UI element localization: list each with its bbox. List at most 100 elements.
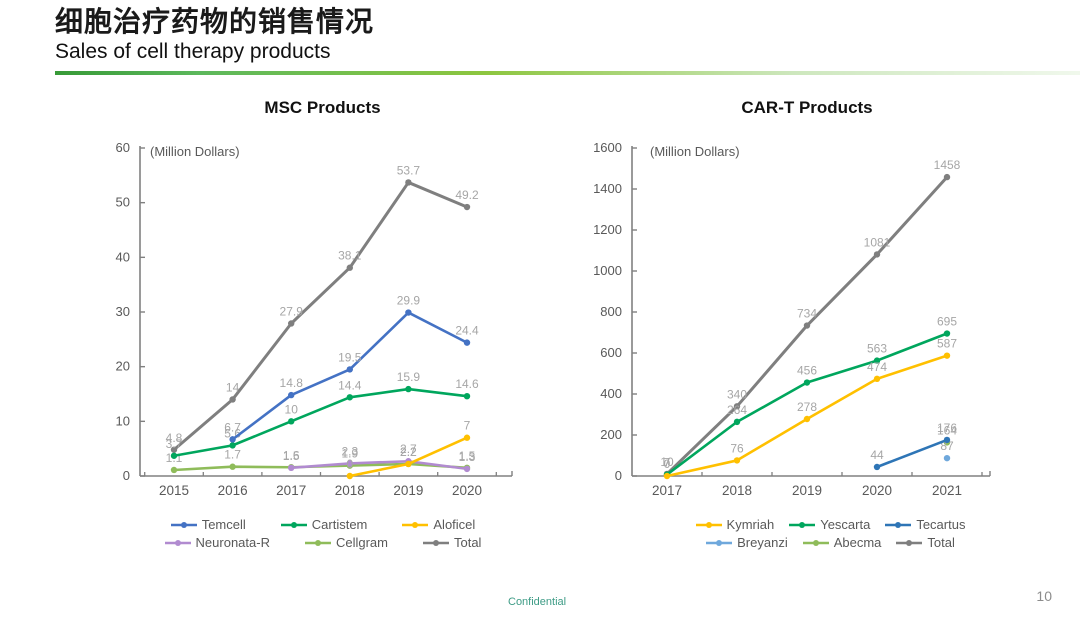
svg-text:1.6: 1.6 [283,448,300,462]
svg-text:14.8: 14.8 [280,376,304,390]
msc-chart-block: MSC Products 0 10 20 30 40 50 60 2015 2016 2017 20… [50,98,595,550]
msc-line-chart: 0 10 20 30 40 50 60 2015 2016 2017 2018 2019 2020 (Mi… [116,140,513,498]
svg-text:400: 400 [600,386,622,401]
cart-chart-legend: Kymriah Yescarta Tecartus Breyanzi Abecma Tot… [562,514,1052,550]
svg-text:587: 587 [937,337,957,351]
svg-text:1.9: 1.9 [341,447,358,461]
legend-item-yescarta: Yescarta [788,517,870,532]
legend-label: Total [927,535,955,550]
legend-label: Breyanzi [737,535,788,550]
svg-text:1.5: 1.5 [459,449,476,463]
svg-text:474: 474 [867,360,887,374]
svg-text:30: 30 [116,304,130,319]
legend-marker-icon [280,521,307,528]
svg-text:53.7: 53.7 [397,163,421,177]
svg-text:340: 340 [727,387,747,401]
svg-text:7: 7 [664,456,671,470]
svg-text:10: 10 [285,402,299,416]
slide-header: 细胞治疗药物的销售情况 Sales of cell therapy produc… [55,6,1080,76]
svg-text:200: 200 [600,427,622,442]
svg-text:2020: 2020 [452,483,482,498]
svg-text:1600: 1600 [593,140,622,155]
slide-title-chinese: 细胞治疗药物的销售情况 [55,6,375,37]
legend-marker-icon [402,521,429,528]
legend-label: Yescarta [820,517,871,532]
legend-label: Aloficel [433,517,476,532]
svg-text:1081: 1081 [864,235,891,249]
legend-label: Temcell [201,517,246,532]
svg-text:1458: 1458 [934,158,961,172]
svg-text:40: 40 [116,249,130,264]
svg-text:10: 10 [116,413,130,428]
svg-text:14.4: 14.4 [338,378,362,392]
legend-item-temcell: Temcell [170,517,246,532]
svg-text:60: 60 [116,140,130,155]
legend-item-breyanzi: Breyanzi [705,535,788,550]
cart-chart-title: CAR-T Products [741,98,873,117]
svg-text:4.8: 4.8 [166,431,183,445]
svg-text:2.3: 2.3 [341,444,358,458]
svg-text:264: 264 [727,403,747,417]
svg-text:20: 20 [116,359,130,374]
legend-row: Kymriah Yescarta Tecartus [695,517,965,532]
svg-text:2015: 2015 [159,483,189,498]
legend-item-kymriah: Kymriah [695,517,775,532]
svg-text:24.4: 24.4 [455,324,479,338]
svg-text:600: 600 [600,345,622,360]
legend-label: Abecma [833,535,882,550]
legend-marker-icon [695,521,722,528]
legend-marker-icon [885,521,912,528]
legend-marker-icon [170,521,197,528]
svg-text:1000: 1000 [593,263,622,278]
legend-row: Temcell Cartistem Aloficel [170,517,475,532]
svg-text:176: 176 [937,421,957,435]
legend-marker-icon [896,539,923,546]
legend-item-cellgram: Cellgram [304,535,388,550]
svg-text:0: 0 [346,457,353,471]
slide-title-english: Sales of cell therapy products [55,40,331,64]
svg-text:2018: 2018 [722,483,752,498]
svg-text:800: 800 [600,304,622,319]
legend-item-tecartus: Tecartus [884,517,965,532]
legend-row: Neuronata-R Cellgram Total [164,535,481,550]
legend-label: Total [453,535,482,550]
legend-marker-icon [422,539,449,546]
legend-label: Cellgram [335,535,388,550]
svg-text:50: 50 [116,195,130,210]
legend-label: Tecartus [916,517,966,532]
svg-text:2017: 2017 [276,483,306,498]
legend-row: Breyanzi Abecma Total [705,535,955,550]
svg-text:7: 7 [464,419,471,433]
legend-item-aloficel: Aloficel [401,517,475,532]
svg-text:15.9: 15.9 [397,370,421,384]
svg-text:14.6: 14.6 [455,377,479,391]
svg-text:278: 278 [797,400,817,414]
svg-text:456: 456 [797,364,817,378]
svg-text:49.2: 49.2 [455,188,479,202]
svg-text:2021: 2021 [932,483,962,498]
legend-label: Kymriah [726,517,775,532]
svg-text:1.7: 1.7 [224,448,241,462]
svg-text:2017: 2017 [652,483,682,498]
svg-text:6.7: 6.7 [224,420,241,434]
legend-item-total: Total [422,535,481,550]
msc-chart-title: MSC Products [264,98,381,117]
svg-text:1400: 1400 [593,181,622,196]
legend-item-abecma: Abecma [802,535,882,550]
svg-text:0: 0 [664,457,671,471]
svg-text:(Million Dollars): (Million Dollars) [650,144,740,159]
svg-text:3.7: 3.7 [166,437,183,451]
legend-marker-icon [164,539,191,546]
confidential-label: Confidential [508,596,567,608]
svg-text:2.2: 2.2 [400,445,417,459]
svg-text:2018: 2018 [335,483,365,498]
cart-chart-block: CAR-T Products 0 200 400 600 800 1000 1200 1400… [562,98,1052,550]
cart-line-chart: 0 200 400 600 800 1000 1200 1400 1600 2017 2018 201… [593,140,991,498]
svg-text:695: 695 [937,315,957,329]
legend-marker-icon [706,539,733,546]
svg-text:1200: 1200 [593,222,622,237]
legend-label: Cartistem [311,517,368,532]
legend-item-neuronata-r: Neuronata-R [164,535,270,550]
svg-text:0: 0 [123,468,130,483]
